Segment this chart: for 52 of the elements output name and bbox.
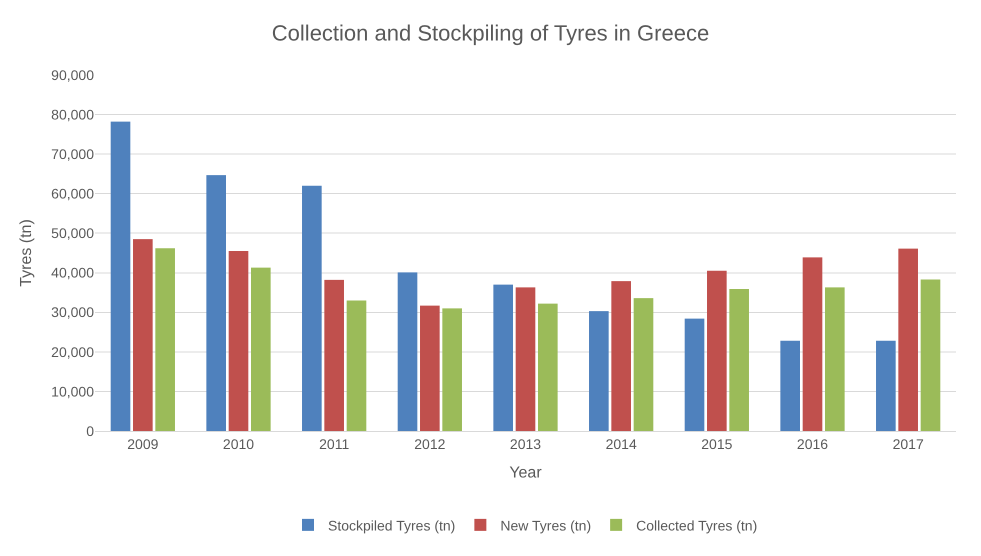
bar bbox=[876, 340, 896, 431]
bar bbox=[825, 287, 845, 431]
bar bbox=[420, 306, 440, 431]
y-tick-label: 80,000 bbox=[51, 106, 94, 122]
x-tick-label: 2010 bbox=[222, 436, 254, 452]
y-axis-title: Tyres (tn) bbox=[18, 219, 36, 287]
bar bbox=[516, 287, 536, 431]
bar bbox=[780, 340, 800, 431]
y-tick-label: 50,000 bbox=[51, 225, 94, 242]
bar bbox=[442, 308, 462, 431]
y-tick-label: 0 bbox=[86, 422, 94, 439]
x-tick-label: 2013 bbox=[510, 436, 542, 452]
x-tick-label: 2011 bbox=[319, 436, 350, 452]
bar bbox=[110, 122, 130, 431]
bar bbox=[920, 280, 940, 431]
bar bbox=[206, 175, 226, 431]
bar bbox=[302, 186, 322, 431]
bar bbox=[611, 281, 631, 431]
x-tick-label: 2014 bbox=[606, 436, 637, 452]
y-tick-label: 40,000 bbox=[51, 264, 94, 281]
x-tick-label: 2016 bbox=[796, 436, 828, 452]
bar bbox=[802, 257, 822, 431]
bar bbox=[155, 248, 175, 431]
bar bbox=[346, 300, 366, 431]
y-tick-label: 10,000 bbox=[51, 383, 94, 400]
x-axis-title: Year bbox=[509, 464, 542, 482]
bar bbox=[707, 270, 727, 431]
chart-title: Collection and Stockpiling of Tyres in Greece bbox=[272, 20, 710, 46]
bar bbox=[538, 304, 558, 431]
bar bbox=[493, 284, 513, 431]
x-tick-label: 2009 bbox=[127, 436, 159, 452]
legend-label: Stockpiled Tyres (tn) bbox=[328, 517, 456, 534]
bar bbox=[324, 280, 344, 431]
bar bbox=[729, 289, 749, 431]
bar bbox=[589, 311, 609, 431]
bar bbox=[684, 318, 704, 431]
y-tick-label: 30,000 bbox=[51, 304, 94, 320]
bar bbox=[398, 272, 418, 431]
bar bbox=[898, 248, 918, 431]
bar bbox=[251, 268, 271, 431]
bar bbox=[133, 239, 153, 431]
y-tick-label: 60,000 bbox=[51, 186, 94, 202]
x-tick-label: 2017 bbox=[892, 436, 924, 452]
x-tick-label: 2015 bbox=[701, 436, 733, 452]
bar bbox=[634, 298, 654, 431]
y-tick-label: 20,000 bbox=[51, 344, 94, 360]
y-tick-label: 90,000 bbox=[51, 66, 94, 83]
x-tick-label: 2012 bbox=[414, 436, 446, 452]
bar bbox=[228, 251, 248, 431]
y-tick-label: 70,000 bbox=[51, 146, 94, 162]
legend-label: New Tyres (tn) bbox=[500, 517, 592, 534]
legend-label: Collected Tyres (tn) bbox=[636, 517, 758, 534]
